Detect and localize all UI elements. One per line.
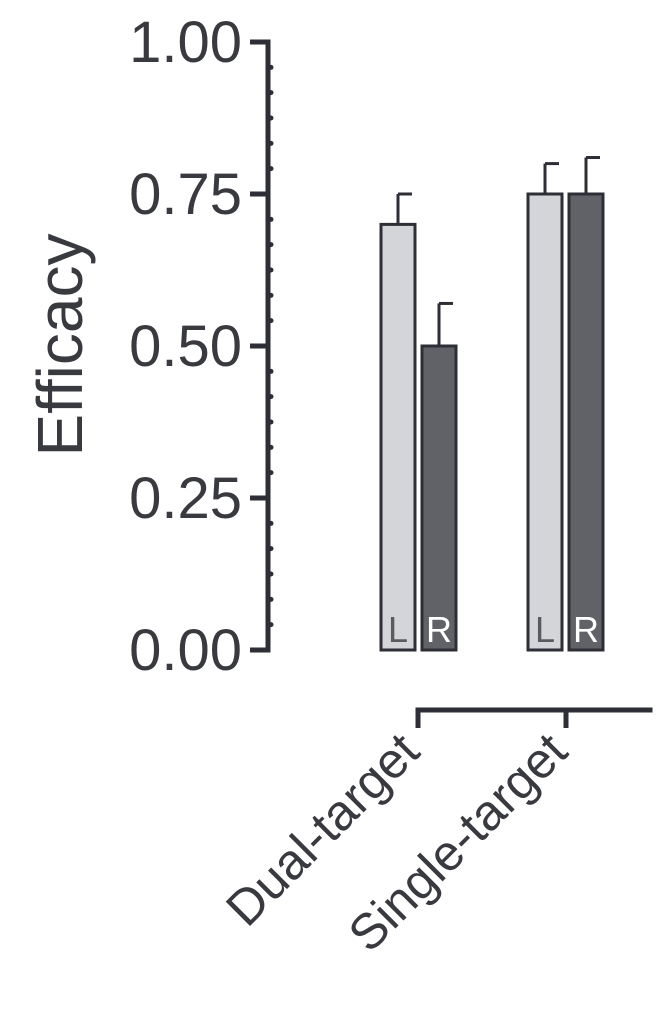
bar-letter-0-0: L	[388, 609, 408, 650]
bar-letter-0-1: R	[426, 609, 452, 650]
bar-letter-1-1: R	[573, 609, 599, 650]
y-tick-label-1: 0.25	[129, 466, 242, 531]
y-tick-label-0: 0.00	[129, 618, 242, 683]
y-axis-label: Efficacy	[24, 234, 96, 457]
bar-1-1	[567, 192, 605, 652]
bar-1-0	[526, 192, 564, 652]
y-tick-label-4: 1.00	[129, 10, 242, 75]
bar-0-1	[420, 344, 458, 652]
bar-letter-1-0: L	[535, 609, 555, 650]
y-axis-ticks: 0.00 0.25 0.50 0.75 1.00	[129, 10, 274, 683]
y-tick-label-3: 0.75	[129, 162, 242, 227]
y-tick-label-2: 0.50	[129, 314, 242, 379]
bar-0-0	[379, 222, 417, 652]
